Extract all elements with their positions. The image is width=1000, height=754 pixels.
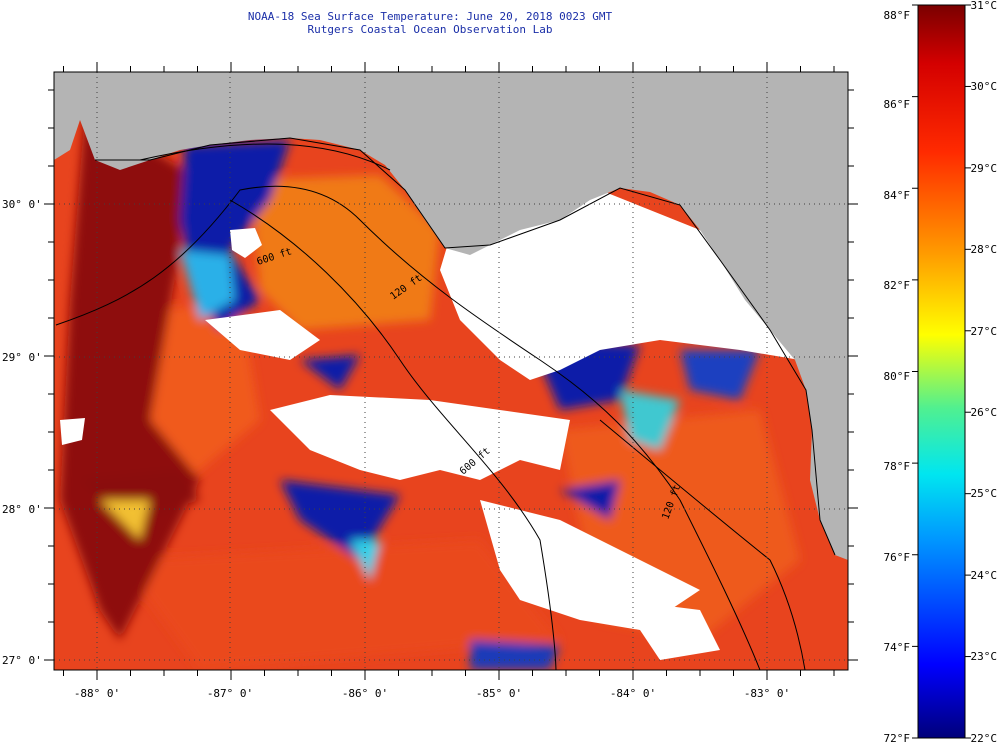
celsius-label: 29°C [971, 162, 998, 175]
celsius-label: 27°C [971, 325, 998, 338]
x-axis-label: -84° 0' [610, 687, 656, 700]
temperature-colorbar [917, 4, 966, 739]
fahrenheit-label: 86°F [884, 98, 911, 111]
map-subtitle: Rutgers Coastal Ocean Observation Lab [307, 23, 553, 36]
y-axis-label: 30° 0' [2, 198, 42, 211]
map-frame [53, 71, 849, 671]
map-title: NOAA-18 Sea Surface Temperature: June 20… [247, 10, 613, 23]
colorbar-ticks [912, 4, 971, 739]
celsius-label: 30°C [971, 80, 998, 93]
fahrenheit-label: 72°F [884, 732, 911, 745]
x-axis-label: -85° 0' [476, 687, 522, 700]
x-axis-labels: -88° 0' -87° 0' -86° 0' -85° 0' -84° 0' … [74, 687, 790, 700]
x-axis-label: -87° 0' [207, 687, 253, 700]
x-axis-label: -86° 0' [342, 687, 388, 700]
map-title-block: NOAA-18 Sea Surface Temperature: June 20… [200, 10, 660, 36]
fahrenheit-label: 84°F [884, 189, 911, 202]
y-axis-label: 28° 0' [2, 503, 42, 516]
x-axis-label: -83° 0' [744, 687, 790, 700]
colorbar-celsius-labels: 31°C 30°C 29°C 28°C 27°C 26°C 25°C 24°C … [971, 0, 998, 745]
fahrenheit-label: 88°F [884, 9, 911, 22]
x-axis-label: -88° 0' [74, 687, 120, 700]
celsius-label: 26°C [971, 406, 998, 419]
axis-ticks [44, 62, 858, 680]
depth-contours [55, 137, 836, 670]
y-axis-label: 29° 0' [2, 351, 42, 364]
landmass [54, 72, 848, 560]
celsius-label: 24°C [971, 569, 998, 582]
fahrenheit-label: 78°F [884, 460, 911, 473]
colorbar-fahrenheit-labels: 88°F 86°F 84°F 82°F 80°F 78°F 76°F 74°F … [884, 9, 911, 745]
fahrenheit-label: 74°F [884, 641, 911, 654]
celsius-label: 25°C [971, 487, 998, 500]
cloud-mask [60, 76, 800, 660]
celsius-label: 22°C [971, 732, 998, 745]
y-axis-labels: 30° 0' 29° 0' 28° 0' 27° 0' [2, 198, 42, 667]
fahrenheit-label: 80°F [884, 370, 911, 383]
celsius-label: 28°C [971, 243, 998, 256]
y-axis-label: 27° 0' [2, 654, 42, 667]
fahrenheit-label: 76°F [884, 551, 911, 564]
celsius-label: 23°C [971, 650, 998, 663]
map-plot-area: 600 ft 120 ft 600 ft 120 ft [54, 72, 848, 670]
fahrenheit-label: 82°F [884, 279, 911, 292]
celsius-label: 31°C [971, 0, 998, 12]
